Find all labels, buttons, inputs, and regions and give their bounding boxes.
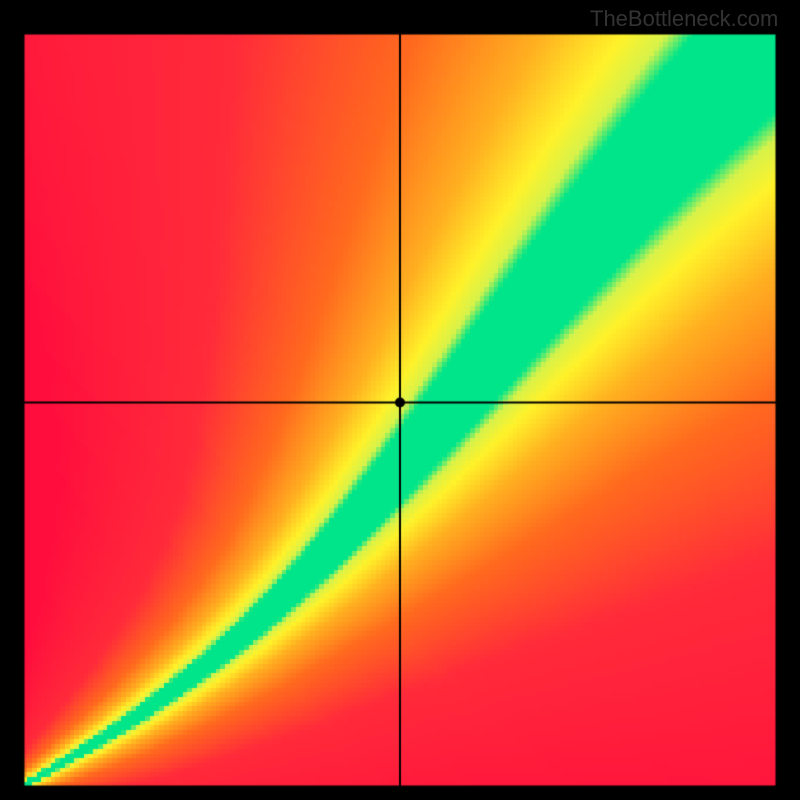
chart-container: TheBottleneck.com (0, 0, 800, 800)
bottleneck-heatmap (0, 0, 800, 800)
watermark-text: TheBottleneck.com (590, 6, 778, 32)
